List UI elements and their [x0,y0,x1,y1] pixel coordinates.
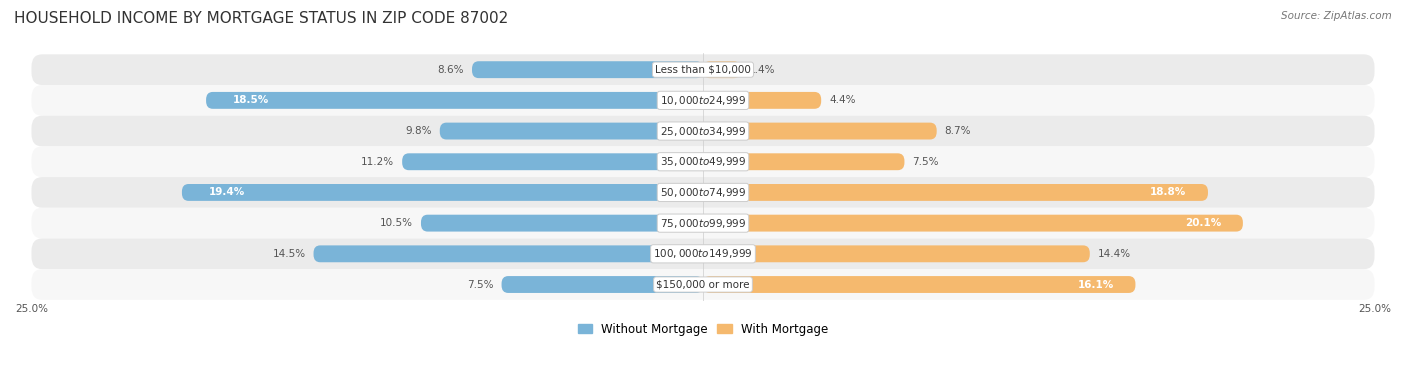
FancyBboxPatch shape [314,245,703,262]
Text: HOUSEHOLD INCOME BY MORTGAGE STATUS IN ZIP CODE 87002: HOUSEHOLD INCOME BY MORTGAGE STATUS IN Z… [14,11,509,26]
Text: 20.1%: 20.1% [1185,218,1222,228]
FancyBboxPatch shape [181,184,703,201]
Text: 7.5%: 7.5% [467,279,494,290]
Text: 19.4%: 19.4% [208,187,245,197]
FancyBboxPatch shape [703,153,904,170]
FancyBboxPatch shape [703,61,741,78]
Text: 7.5%: 7.5% [912,157,939,167]
FancyBboxPatch shape [31,239,1375,269]
FancyBboxPatch shape [31,146,1375,177]
FancyBboxPatch shape [703,92,821,109]
FancyBboxPatch shape [207,92,703,109]
FancyBboxPatch shape [31,208,1375,239]
FancyBboxPatch shape [703,245,1090,262]
FancyBboxPatch shape [472,61,703,78]
FancyBboxPatch shape [402,153,703,170]
Text: 4.4%: 4.4% [830,95,856,105]
Text: 11.2%: 11.2% [361,157,394,167]
Text: 16.1%: 16.1% [1078,279,1114,290]
FancyBboxPatch shape [31,54,1375,85]
FancyBboxPatch shape [420,215,703,232]
Text: 9.8%: 9.8% [405,126,432,136]
Text: $10,000 to $24,999: $10,000 to $24,999 [659,94,747,107]
FancyBboxPatch shape [31,116,1375,146]
Text: $50,000 to $74,999: $50,000 to $74,999 [659,186,747,199]
Text: 8.6%: 8.6% [437,65,464,75]
Text: $150,000 or more: $150,000 or more [657,279,749,290]
FancyBboxPatch shape [703,215,1243,232]
FancyBboxPatch shape [502,276,703,293]
Text: $35,000 to $49,999: $35,000 to $49,999 [659,155,747,168]
FancyBboxPatch shape [31,85,1375,116]
FancyBboxPatch shape [31,177,1375,208]
Text: $100,000 to $149,999: $100,000 to $149,999 [654,247,752,260]
FancyBboxPatch shape [703,184,1208,201]
Text: $25,000 to $34,999: $25,000 to $34,999 [659,125,747,138]
Legend: Without Mortgage, With Mortgage: Without Mortgage, With Mortgage [574,318,832,340]
Text: $75,000 to $99,999: $75,000 to $99,999 [659,217,747,229]
Text: Source: ZipAtlas.com: Source: ZipAtlas.com [1281,11,1392,21]
FancyBboxPatch shape [31,269,1375,300]
Text: 14.5%: 14.5% [273,249,305,259]
Text: 10.5%: 10.5% [380,218,413,228]
Text: 8.7%: 8.7% [945,126,972,136]
Text: 14.4%: 14.4% [1098,249,1130,259]
FancyBboxPatch shape [703,122,936,139]
FancyBboxPatch shape [703,276,1136,293]
Text: 18.8%: 18.8% [1150,187,1187,197]
Text: 1.4%: 1.4% [748,65,775,75]
Text: Less than $10,000: Less than $10,000 [655,65,751,75]
Text: 18.5%: 18.5% [233,95,269,105]
FancyBboxPatch shape [440,122,703,139]
